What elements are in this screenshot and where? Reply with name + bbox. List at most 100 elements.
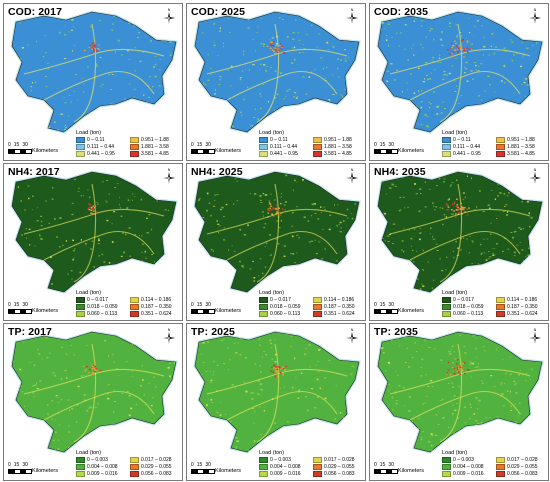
region-polygon [11, 331, 177, 453]
scale-unit: Kilometers [215, 307, 241, 314]
scale-unit: Kilometers [398, 467, 424, 474]
legend-swatch [130, 144, 139, 150]
map-legend: Load (ton) 0 – 0.003 0.017 – 0.028 0.004 – … [442, 450, 548, 477]
map-panel: NH4: 2017 N 0 15 30 Kilometers Load (ton) 0 – 0… [3, 163, 183, 321]
legend-item: 0.029 – 0.055 [313, 464, 365, 470]
legend-swatch [442, 457, 451, 463]
legend-label: 0 – 0.003 [453, 457, 474, 463]
legend-label: 0 – 0.11 [270, 137, 288, 143]
legend-title: Load (ton) [442, 130, 468, 136]
scale-number: 30 [22, 462, 28, 468]
scale-number: 15 [196, 462, 203, 468]
legend-item: 0.060 – 0.113 [259, 311, 311, 317]
legend-swatch [496, 304, 505, 310]
legend-label: 0 – 0.017 [270, 297, 291, 303]
legend-label: 0.111 – 0.44 [453, 144, 481, 150]
north-arrow-icon: N [346, 8, 358, 24]
north-label: N [351, 8, 354, 12]
legend-title: Load (ton) [259, 130, 285, 136]
legend-label: 0.009 – 0.016 [87, 471, 118, 477]
scale-graphic [374, 309, 398, 314]
legend-swatch [259, 311, 268, 317]
legend-swatch [496, 151, 505, 157]
legend-item: 0.187 – 0.350 [496, 304, 548, 310]
legend-swatch [76, 311, 85, 317]
legend-item: 0.951 – 1.88 [496, 137, 548, 143]
panel-title: COD: 2025 [191, 6, 246, 18]
scale-number: 30 [205, 142, 211, 148]
legend-label: 0.351 – 0.624 [141, 311, 172, 317]
map-panel: COD: 2025 N 0 15 30 Kilometers Load (ton) 0 – 0… [186, 3, 366, 161]
legend-item: 0.009 – 0.016 [76, 471, 128, 477]
scale-number: 30 [22, 302, 28, 308]
legend-item: 0.351 – 0.624 [496, 311, 548, 317]
north-arrow-icon: N [163, 168, 175, 184]
legend-item: 0.004 – 0.008 [259, 464, 311, 470]
legend-label: 3.581 – 4.85 [324, 151, 352, 157]
legend-swatch [259, 137, 268, 143]
scale-number: 0 [374, 142, 377, 148]
legend-label: 0.187 – 0.350 [141, 304, 172, 310]
scale-numbers: 0 15 30 [8, 462, 31, 468]
map-panel: NH4: 2035 N 0 15 30 Kilometers Load (ton) 0 – 0… [369, 163, 549, 321]
scale-number: 15 [13, 302, 20, 308]
legend-swatch [496, 464, 505, 470]
scale-number: 0 [374, 462, 377, 468]
scale-number: 15 [379, 302, 386, 308]
legend-swatch [313, 144, 322, 150]
legend-label: 0.351 – 0.624 [507, 311, 538, 317]
scale-numbers: 0 15 30 [191, 462, 214, 468]
legend-label: 0.004 – 0.008 [270, 464, 301, 470]
map-legend: Load (ton) 0 – 0.003 0.017 – 0.028 0.004 – … [76, 450, 182, 477]
legend-title: Load (ton) [442, 450, 468, 456]
legend-item: 0.951 – 1.88 [130, 137, 182, 143]
panel-title: COD: 2035 [374, 6, 429, 18]
legend-label: 1.881 – 3.58 [324, 144, 352, 150]
scale-numbers: 0 15 30 [8, 302, 31, 308]
scale-unit: Kilometers [215, 467, 241, 474]
legend-label: 0.056 – 0.083 [324, 471, 355, 477]
legend-label: 0.056 – 0.083 [141, 471, 172, 477]
legend-label: 0.029 – 0.055 [324, 464, 355, 470]
legend-swatch [130, 471, 139, 477]
legend-title: Load (ton) [442, 290, 468, 296]
legend-label: 0.009 – 0.016 [270, 471, 301, 477]
legend-label: 1.881 – 3.58 [141, 144, 169, 150]
legend-swatch [130, 297, 139, 303]
legend-item: 0 – 0.017 [76, 297, 128, 303]
region-polygon [194, 171, 360, 293]
scale-unit: Kilometers [32, 467, 58, 474]
legend-label: 0.114 – 0.186 [141, 297, 172, 303]
legend-item: 0.018 – 0.059 [442, 304, 494, 310]
legend-item: 0.009 – 0.016 [442, 471, 494, 477]
scale-bar: 0 15 30 Kilometers [8, 462, 70, 477]
legend-label: 0.951 – 1.88 [324, 137, 352, 143]
region-polygon [194, 331, 360, 453]
legend-item: 0.351 – 0.624 [313, 311, 365, 317]
legend-item: 0.114 – 0.186 [130, 297, 182, 303]
scale-number: 15 [379, 142, 386, 148]
scale-graphic [374, 469, 398, 474]
legend-swatch [313, 464, 322, 470]
north-label: N [351, 168, 354, 172]
map-legend: Load (ton) 0 – 0.11 0.951 – 1.88 0.111 – 0.… [76, 130, 182, 157]
legend-item: 0 – 0.11 [259, 137, 311, 143]
scale-graphic [374, 149, 398, 154]
map-panel: NH4: 2025 N 0 15 30 Kilometers Load (ton) 0 – 0… [186, 163, 366, 321]
scale-number: 0 [191, 302, 194, 308]
region-polygon [194, 11, 360, 133]
north-label: N [534, 328, 537, 332]
legend-swatch [313, 151, 322, 157]
legend-item: 0.951 – 1.88 [313, 137, 365, 143]
scale-unit: Kilometers [398, 147, 424, 154]
load-map [193, 170, 361, 294]
legend-item: 0.111 – 0.44 [259, 144, 311, 150]
north-arrow-icon: N [163, 8, 175, 24]
scale-bar: 0 15 30 Kilometers [8, 142, 70, 157]
legend-swatch [313, 304, 322, 310]
legend-item: 0.056 – 0.083 [496, 471, 548, 477]
load-map [376, 10, 544, 134]
legend-title: Load (ton) [259, 450, 285, 456]
legend-label: 0.017 – 0.028 [324, 457, 355, 463]
